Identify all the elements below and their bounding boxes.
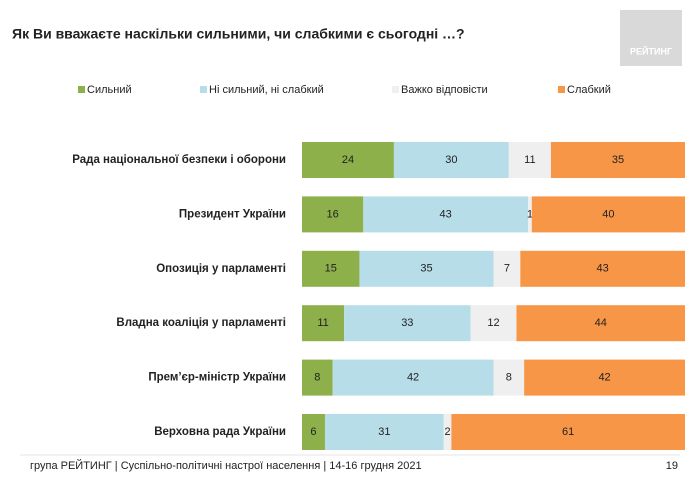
- data-label: 2: [444, 426, 450, 438]
- bar-segment: [443, 414, 452, 450]
- category-label: Верховна рада України: [154, 426, 286, 438]
- data-label: 40: [602, 208, 614, 220]
- data-label: 43: [597, 263, 609, 275]
- legend-label: Ні сильний, ні слабкий: [209, 84, 324, 96]
- data-label: 44: [595, 317, 607, 329]
- bar-segment: [302, 196, 364, 233]
- bar-segment: [302, 359, 333, 396]
- logo: РЕЙТИНГ: [630, 45, 672, 56]
- bar-segment: [531, 196, 685, 233]
- legend-swatch: [392, 86, 399, 93]
- category-label: Владна коаліція у парламенті: [116, 317, 286, 329]
- data-label: 42: [407, 372, 419, 384]
- category-label: Президент України: [179, 208, 286, 220]
- data-label: 11: [317, 317, 328, 329]
- bar-segment: [470, 305, 517, 342]
- bar-segment: [393, 142, 509, 178]
- legend-label: Сильний: [87, 84, 132, 96]
- bar-segment: [363, 196, 528, 233]
- data-label: 24: [342, 154, 354, 166]
- data-label: 42: [598, 372, 610, 384]
- data-label: 8: [314, 372, 320, 384]
- bar-segment: [516, 305, 685, 342]
- data-label: 1: [527, 208, 533, 220]
- category-label: Опозиція у парламенті: [156, 263, 286, 275]
- bar-segment: [527, 196, 532, 233]
- data-label: 16: [327, 208, 339, 220]
- bar-segment: [302, 414, 325, 450]
- legend-swatch: [200, 86, 207, 93]
- logo-box: [620, 10, 682, 66]
- data-label: 33: [401, 317, 413, 329]
- bar-segment: [524, 359, 685, 396]
- bar-segment: [302, 142, 394, 178]
- category-label: Рада національної безпеки і оборони: [72, 154, 286, 166]
- data-label: 35: [612, 154, 624, 166]
- data-label: 35: [420, 263, 432, 275]
- bar-segment: [493, 359, 525, 396]
- data-label: 6: [310, 426, 316, 438]
- data-label: 30: [445, 154, 457, 166]
- data-label: 61: [562, 426, 574, 438]
- data-label: 31: [378, 426, 390, 438]
- category-label: Прем’єр-міністр України: [148, 372, 286, 384]
- bar-segment: [344, 305, 471, 342]
- page-number: 19: [666, 460, 678, 472]
- legend-swatch: [558, 86, 565, 93]
- legend-label: Важко відповісти: [401, 84, 488, 96]
- bar-segment: [332, 359, 494, 396]
- bar-segment: [324, 414, 444, 450]
- data-label: 43: [440, 208, 452, 220]
- data-label: 11: [524, 154, 535, 166]
- bar-segment: [493, 250, 521, 287]
- bar-segment: [508, 142, 551, 178]
- data-label: 8: [506, 372, 512, 384]
- bar-segment: [451, 414, 685, 450]
- legend-label: Слабкий: [567, 84, 611, 96]
- bar-segment: [302, 305, 345, 342]
- bar-segment: [520, 250, 685, 287]
- data-label: 7: [504, 263, 510, 275]
- bar-segment: [550, 142, 685, 178]
- data-label: 15: [325, 263, 337, 275]
- bar-segment: [359, 250, 494, 287]
- footer: група РЕЙТИНГ | Суспільно-політичні наст…: [30, 459, 422, 472]
- bar-segment: [302, 250, 360, 287]
- chart-title: Як Ви вважаєте наскільки сильними, чи сл…: [12, 26, 465, 42]
- legend-swatch: [78, 86, 85, 93]
- data-label: 12: [487, 317, 499, 329]
